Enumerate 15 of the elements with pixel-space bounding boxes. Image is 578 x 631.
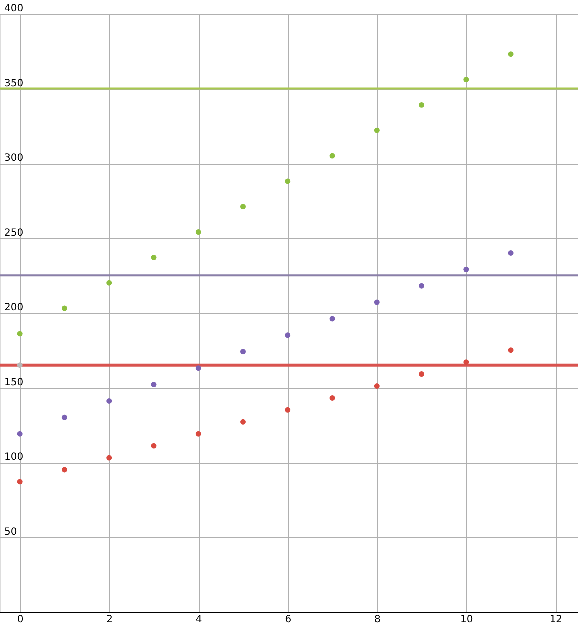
x-tick-label: 6 [285,614,292,626]
x-tick-label: 4 [196,614,202,626]
x-tick-label: 12 [550,614,563,626]
x-tick-label: 8 [374,614,381,626]
y-tick-label: 150 [4,377,24,388]
x-tick-label: 2 [106,614,114,626]
y-tick-label: 100 [4,452,24,463]
y-tick-label: 200 [4,302,24,314]
y-tick-label: 300 [4,153,24,164]
y-tick-label: 250 [4,228,24,239]
x-tick-label: 10 [460,614,474,626]
y-tick-label: 350 [4,78,24,90]
y-tick-label: 50 [4,526,18,538]
y-tick-label: 400 [4,4,24,14]
x-tick-label: 0 [17,614,24,626]
